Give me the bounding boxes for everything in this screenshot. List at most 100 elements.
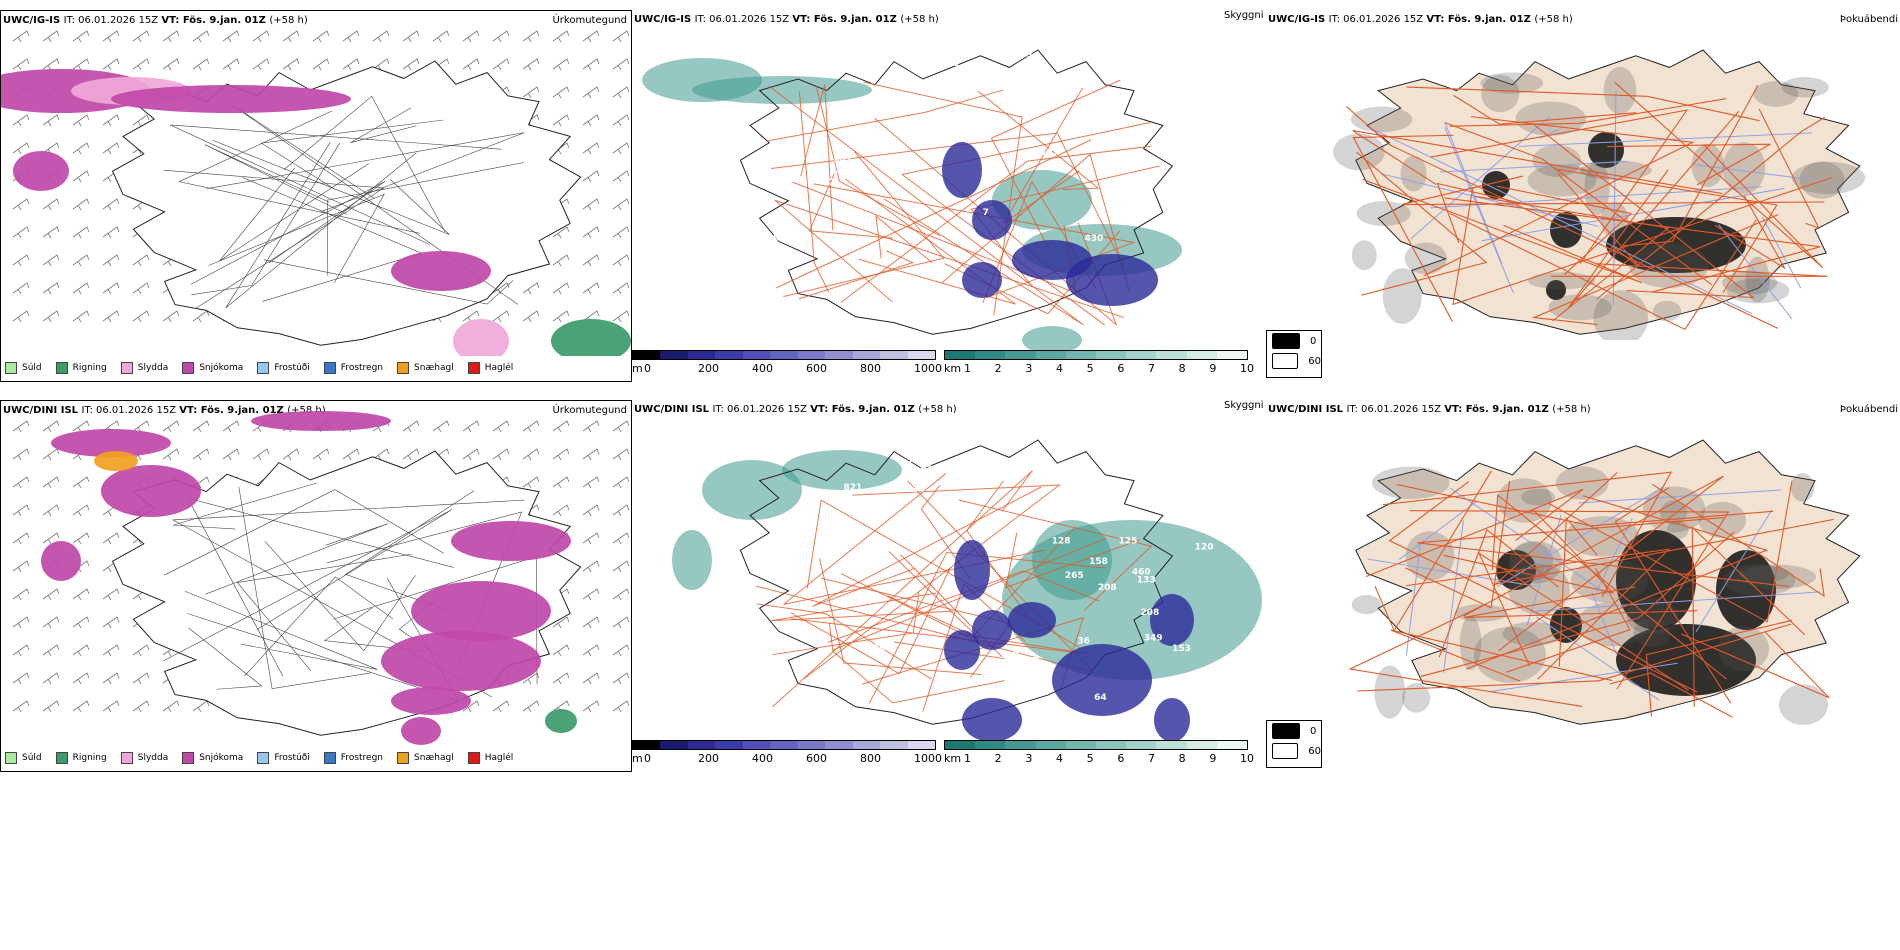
wind-barb — [102, 700, 120, 713]
scale-tick-label: 10 — [1240, 362, 1254, 375]
road-line — [1352, 130, 1723, 195]
river-line — [1443, 520, 1464, 673]
road-line — [800, 84, 834, 231]
legend-label: Haglél — [484, 363, 514, 373]
model-name: UWC/IG-IS — [1268, 14, 1329, 25]
colorbar-segment — [1035, 741, 1066, 749]
wind-barb — [462, 420, 480, 433]
fog-weak-area — [1351, 594, 1381, 615]
river-line — [1591, 591, 1618, 657]
wind-barb — [12, 420, 30, 433]
cloud-area-low-vis — [1022, 326, 1082, 350]
colorbar-segment — [1005, 351, 1036, 359]
road-line — [1691, 525, 1806, 707]
road-line — [1474, 195, 1670, 322]
legend-swatch — [257, 752, 270, 764]
road-line — [813, 183, 1136, 299]
legend-swatch — [397, 752, 410, 764]
run-header: UWC/DINI ISL IT: 06.01.2026 15Z VT: Fös.… — [634, 404, 957, 416]
fog-map[interactable] — [1266, 10, 1900, 340]
wind-barb — [102, 644, 120, 657]
panel-title-cloud: Skyggni — [1224, 10, 1264, 21]
road-line — [225, 142, 417, 309]
precip-type-legend: Súld Rigning Slydda Snjókoma Frostúði Frostre… — [5, 360, 527, 376]
colorbar-segment — [715, 351, 743, 359]
cloud-area-low-vis — [1032, 520, 1112, 600]
wind-barb — [132, 310, 150, 323]
road-line — [1714, 195, 1786, 270]
wind-barb — [102, 114, 120, 127]
road-line — [205, 523, 388, 595]
wind-barb — [72, 30, 90, 43]
wind-barb — [12, 310, 30, 323]
scale-tick-label: 3 — [1025, 362, 1033, 375]
fog-weak-area — [1718, 626, 1770, 672]
cloud-base-value: 208 — [1141, 608, 1160, 618]
fog-map[interactable] — [1266, 400, 1900, 730]
cloud-map[interactable]: 97 156 170 329 430 104 97 13 165 7 160 167 153 92 72 14… — [632, 10, 1266, 350]
fog-weak-area — [1722, 142, 1766, 194]
precip-type-map[interactable] — [1, 11, 631, 356]
wind-barb — [612, 30, 630, 43]
wind-barb — [12, 700, 30, 713]
colorbar-segment — [1216, 351, 1248, 359]
cloud-base-value: 92 — [920, 465, 933, 475]
wind-barb — [12, 476, 30, 489]
colorbar-segment — [1096, 351, 1127, 359]
road-line — [1758, 108, 1820, 229]
cloud-base-value: 265 — [1065, 571, 1084, 581]
wind-barb — [432, 420, 450, 433]
fog-weak-area — [1473, 626, 1546, 683]
road-line — [1409, 510, 1730, 690]
legend-label: Frostregn — [340, 753, 384, 763]
wind-barb — [552, 476, 570, 489]
valid-time: VT: Fös. 9.jan. 01Z — [792, 14, 901, 25]
road-line — [1681, 631, 1830, 699]
colorbar-segment — [742, 351, 771, 359]
wind-barb — [582, 114, 600, 127]
wind-barb — [132, 30, 150, 43]
river-line — [1381, 173, 1599, 227]
wind-barb — [552, 310, 570, 323]
fog-weak-area — [1781, 77, 1829, 98]
cloud-map[interactable]: 980 88 460 102 125 102 128 12 120 133 208 169 880 7 26… — [632, 400, 1266, 740]
wind-barb — [132, 644, 150, 657]
wind-barb — [552, 282, 570, 295]
wind-barb — [582, 254, 600, 267]
fog-weak-area — [1528, 272, 1596, 290]
fog-weak-area — [1652, 300, 1682, 322]
wind-barb — [72, 58, 90, 71]
legend-label: Snæhagl — [414, 753, 454, 763]
cloud-base-area — [1066, 254, 1158, 306]
valid-time: VT: Fös. 9.jan. 01Z — [1444, 404, 1553, 415]
scale-unit: m — [632, 752, 643, 765]
precip-type-map[interactable] — [1, 401, 631, 746]
scale-tick-label: 10 — [1240, 752, 1254, 765]
precip-area — [411, 581, 551, 641]
cloud-base-value: 125 — [1119, 536, 1138, 546]
river-line — [1444, 122, 1503, 265]
legend-swatch — [55, 362, 68, 374]
wind-barb — [42, 700, 60, 713]
cloud-base-value: 158 — [1089, 557, 1108, 567]
cloud-base-area — [1052, 644, 1152, 716]
cloud-base-value: 880 — [755, 708, 774, 718]
wind-barb — [282, 30, 300, 43]
wind-barb — [162, 30, 180, 43]
wind-barb — [552, 616, 570, 629]
wind-barb — [102, 588, 120, 601]
fog-weak-area — [1726, 278, 1790, 304]
wind-barb — [462, 700, 480, 713]
wind-barb — [102, 58, 120, 71]
fog-legend: 0 60 — [1266, 330, 1322, 378]
colorbar-segment — [945, 741, 976, 749]
road-line — [868, 551, 1107, 704]
cloud-base-value: 156 — [1098, 331, 1117, 341]
wind-barb — [582, 644, 600, 657]
colorbar-segment — [770, 741, 798, 749]
wind-barb — [222, 30, 240, 43]
valid-time: VT: Fös. 9.jan. 01Z — [179, 405, 288, 416]
wind-barb — [612, 448, 630, 461]
panel-title-precip: Úrkomutegund — [552, 405, 627, 416]
wind-barb — [42, 114, 60, 127]
